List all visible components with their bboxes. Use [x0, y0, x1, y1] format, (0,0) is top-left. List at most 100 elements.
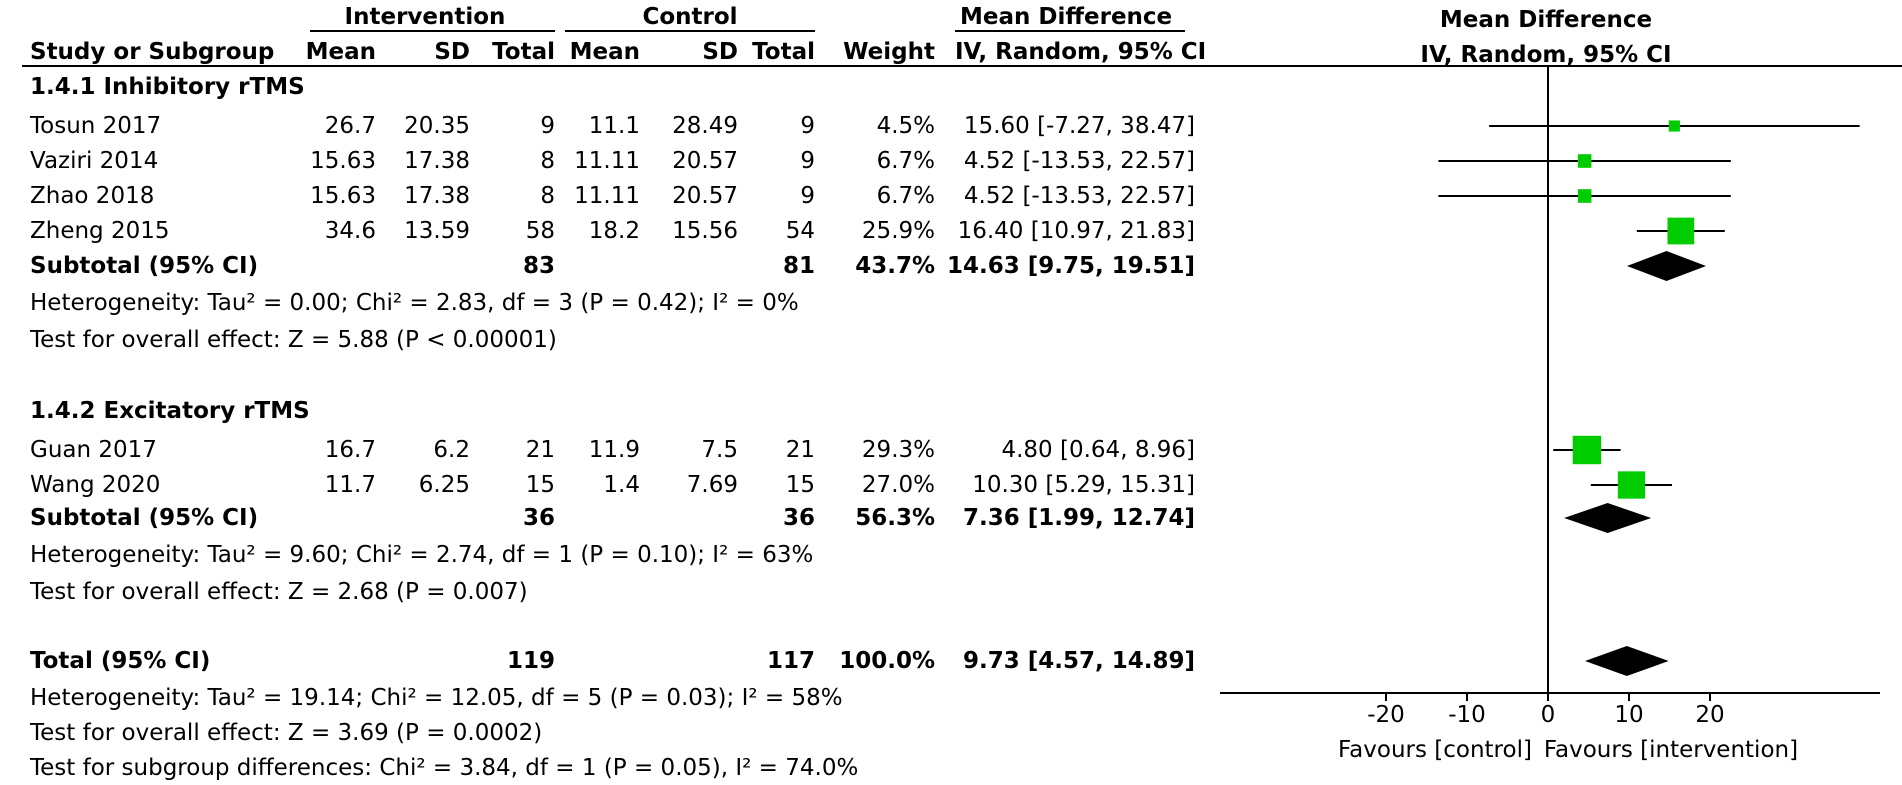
study-name: Tosun 2017: [30, 113, 162, 139]
i-mean: 34.6: [324, 218, 376, 244]
header-control: Control: [642, 4, 738, 30]
header-underline: [22, 65, 1202, 67]
c-sd: 7.5: [701, 437, 738, 463]
total-heterogeneity-text: Heterogeneity: Tau² = 19.14; Chi² = 12.0…: [30, 685, 843, 711]
ci: 10.30 [5.29, 15.31]: [972, 472, 1195, 498]
i-mean: 26.7: [324, 113, 376, 139]
weight: 27.0%: [861, 472, 935, 498]
total-label: Total (95% CI): [30, 648, 211, 674]
header-intervention: Intervention: [344, 4, 506, 30]
x-tick-label: -10: [1448, 702, 1486, 728]
study-name: Guan 2017: [30, 437, 157, 463]
study-marker: [1577, 189, 1592, 203]
header-c-total: Total: [752, 39, 815, 65]
ci: 16.40 [10.97, 21.83]: [957, 218, 1195, 244]
study-marker: [1667, 217, 1695, 245]
subtotal-label: Subtotal (95% CI): [30, 253, 259, 279]
c-mean: 1.4: [603, 472, 640, 498]
overall-effect-text: Test for overall effect: Z = 2.68 (P = 0…: [30, 579, 528, 605]
subtotal-i-total: 36: [522, 505, 555, 531]
header-md-underline: [955, 30, 1185, 32]
weight: 6.7%: [876, 148, 935, 174]
study-name: Zheng 2015: [30, 218, 170, 244]
subtotal-ci: 7.36 [1.99, 12.74]: [962, 505, 1195, 531]
header-c-mean: Mean: [569, 39, 640, 65]
i-total: 9: [540, 113, 555, 139]
header-weight: Weight: [843, 39, 935, 65]
overall-effect-text: Test for overall effect: Z = 5.88 (P < 0…: [30, 327, 557, 353]
pooled-diamond: [1564, 503, 1652, 533]
c-total: 21: [785, 437, 815, 463]
i-total: 8: [540, 148, 555, 174]
favours-intervention-label: Favours [intervention]: [1544, 737, 1798, 763]
i-sd: 6.2: [433, 437, 470, 463]
header-i-total: Total: [492, 39, 555, 65]
i-sd: 20.35: [404, 113, 470, 139]
i-sd: 17.38: [404, 183, 470, 209]
total-overall-effect-text: Test for overall effect: Z = 3.69 (P = 0…: [30, 720, 543, 746]
study-marker: [1617, 471, 1646, 499]
i-total: 21: [525, 437, 555, 463]
ci: 4.80 [0.64, 8.96]: [1001, 437, 1195, 463]
i-sd: 13.59: [404, 218, 470, 244]
c-total: 15: [785, 472, 815, 498]
subgroup-differences-text: Test for subgroup differences: Chi² = 3.…: [30, 755, 859, 781]
subtotal-label: Subtotal (95% CI): [30, 505, 259, 531]
subtotal-c-total: 36: [782, 505, 815, 531]
x-tick-label: 10: [1614, 702, 1643, 728]
total-weight: 100.0%: [839, 648, 935, 674]
c-mean: 11.11: [574, 148, 640, 174]
header-i-sd: SD: [434, 39, 470, 65]
c-mean: 18.2: [588, 218, 640, 244]
header-c-sd: SD: [702, 39, 738, 65]
c-total: 54: [785, 218, 815, 244]
ci: 15.60 [-7.27, 38.47]: [963, 113, 1195, 139]
c-total: 9: [800, 113, 815, 139]
subtotal-c-total: 81: [782, 253, 815, 279]
i-sd: 6.25: [418, 472, 470, 498]
study-name: Wang 2020: [30, 472, 161, 498]
c-total: 9: [800, 183, 815, 209]
c-mean: 11.11: [574, 183, 640, 209]
total-ci: 9.73 [4.57, 14.89]: [962, 648, 1195, 674]
header-mean-difference: Mean Difference: [960, 4, 1173, 30]
c-sd: 15.56: [672, 218, 738, 244]
total-i-total: 119: [506, 648, 555, 674]
header-intervention-underline: [310, 30, 555, 32]
x-tick-label: -20: [1367, 702, 1405, 728]
plot-subtitle: IV, Random, 95% CI: [1420, 42, 1671, 68]
header-study: Study or Subgroup: [30, 39, 275, 65]
subgroup-title-1: 1.4.1 Inhibitory rTMS: [30, 74, 305, 100]
i-total: 58: [525, 218, 555, 244]
ci: 4.52 [-13.53, 22.57]: [963, 148, 1195, 174]
i-sd: 17.38: [404, 148, 470, 174]
c-sd: 28.49: [672, 113, 738, 139]
study-name: Zhao 2018: [30, 183, 155, 209]
subtotal-weight: 43.7%: [855, 253, 935, 279]
c-total: 9: [800, 148, 815, 174]
x-tick-label: 20: [1695, 702, 1724, 728]
weight: 6.7%: [876, 183, 935, 209]
c-sd: 20.57: [672, 183, 738, 209]
i-mean: 15.63: [310, 183, 376, 209]
c-sd: 20.57: [672, 148, 738, 174]
i-mean: 16.7: [324, 437, 376, 463]
plot-title: Mean Difference: [1440, 7, 1652, 33]
header-control-underline: [565, 30, 815, 32]
c-sd: 7.69: [686, 472, 738, 498]
subtotal-i-total: 83: [522, 253, 555, 279]
header-ci: IV, Random, 95% CI: [955, 39, 1207, 65]
header-i-mean: Mean: [305, 39, 376, 65]
ci: 4.52 [-13.53, 22.57]: [963, 183, 1195, 209]
study-marker: [1668, 120, 1680, 132]
weight: 25.9%: [861, 218, 935, 244]
study-marker: [1572, 435, 1602, 465]
c-mean: 11.1: [588, 113, 640, 139]
pooled-diamond: [1626, 251, 1707, 281]
study-marker: [1577, 154, 1592, 168]
subtotal-weight: 56.3%: [855, 505, 935, 531]
i-mean: 15.63: [310, 148, 376, 174]
weight: 4.5%: [876, 113, 935, 139]
x-tick-label: 0: [1541, 702, 1556, 728]
